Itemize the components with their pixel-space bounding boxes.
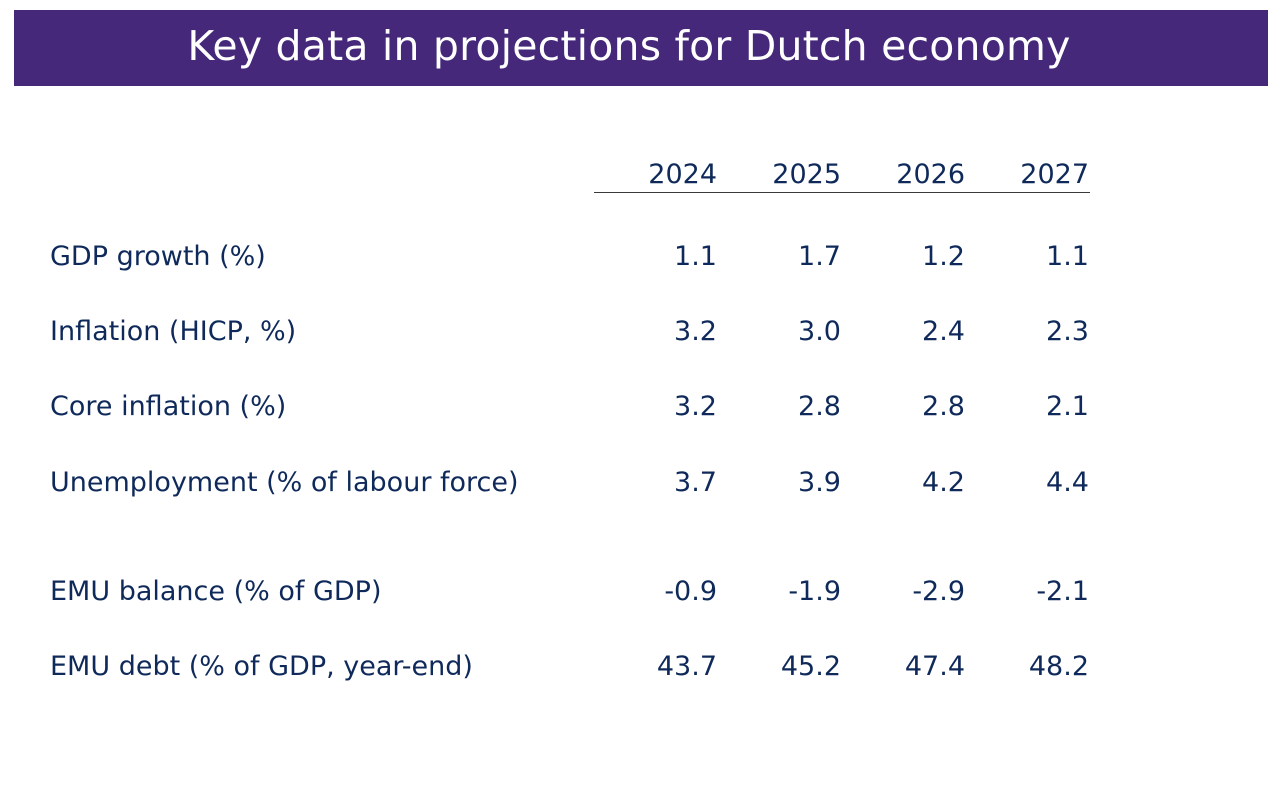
year-header-2024: 2024 (648, 159, 717, 190)
row-label: Inflation (HICP, %) (50, 316, 297, 347)
table-row-emu-debt: EMU debt (% of GDP, year-end) 43.7 45.2 … (0, 647, 1282, 687)
table-cell: 1.1 (674, 241, 717, 272)
table-cell: 3.0 (798, 316, 841, 347)
row-label: EMU debt (% of GDP, year-end) (50, 651, 473, 682)
table-cell: 4.4 (1046, 467, 1089, 498)
page-title: Key data in projections for Dutch econom… (187, 22, 1071, 70)
row-label: GDP growth (%) (50, 241, 266, 272)
title-bar: Key data in projections for Dutch econom… (14, 10, 1268, 86)
table-cell: 3.2 (674, 391, 717, 422)
table-cell: 1.2 (922, 241, 965, 272)
table-row-unemployment: Unemployment (% of labour force) 3.7 3.9… (0, 463, 1282, 503)
table-cell: 3.2 (674, 316, 717, 347)
table-cell: 4.2 (922, 467, 965, 498)
table-cell: -2.1 (1036, 576, 1089, 607)
table-cell: 2.4 (922, 316, 965, 347)
table-cell: 2.3 (1046, 316, 1089, 347)
year-header-2026: 2026 (896, 159, 965, 190)
table-cell: -1.9 (788, 576, 841, 607)
year-header-2025: 2025 (772, 159, 841, 190)
table-cell: 47.4 (904, 651, 965, 682)
row-label: Unemployment (% of labour force) (50, 467, 519, 498)
table-cell: -2.9 (912, 576, 965, 607)
row-label: EMU balance (% of GDP) (50, 576, 382, 607)
table-row-inflation: Inflation (HICP, %) 3.2 3.0 2.4 2.3 (0, 312, 1282, 352)
table-row-gdp-growth: GDP growth (%) 1.1 1.7 1.2 1.1 (0, 237, 1282, 277)
table-cell: 3.7 (674, 467, 717, 498)
table-cell: 3.9 (798, 467, 841, 498)
table-cell: 43.7 (656, 651, 717, 682)
table-cell: 1.1 (1046, 241, 1089, 272)
table-cell: 45.2 (780, 651, 841, 682)
table-cell: 2.8 (798, 391, 841, 422)
row-label: Core inflation (%) (50, 391, 287, 422)
table-cell: 2.8 (922, 391, 965, 422)
table-cell: 48.2 (1028, 651, 1089, 682)
table-cell: 1.7 (798, 241, 841, 272)
table-header: 2024 2025 2026 2027 (594, 158, 1090, 193)
table-row-core-inflation: Core inflation (%) 3.2 2.8 2.8 2.1 (0, 387, 1282, 427)
table-cell: -0.9 (664, 576, 717, 607)
year-header-2027: 2027 (1020, 159, 1089, 190)
table-cell: 2.1 (1046, 391, 1089, 422)
table-row-emu-balance: EMU balance (% of GDP) -0.9 -1.9 -2.9 -2… (0, 572, 1282, 612)
